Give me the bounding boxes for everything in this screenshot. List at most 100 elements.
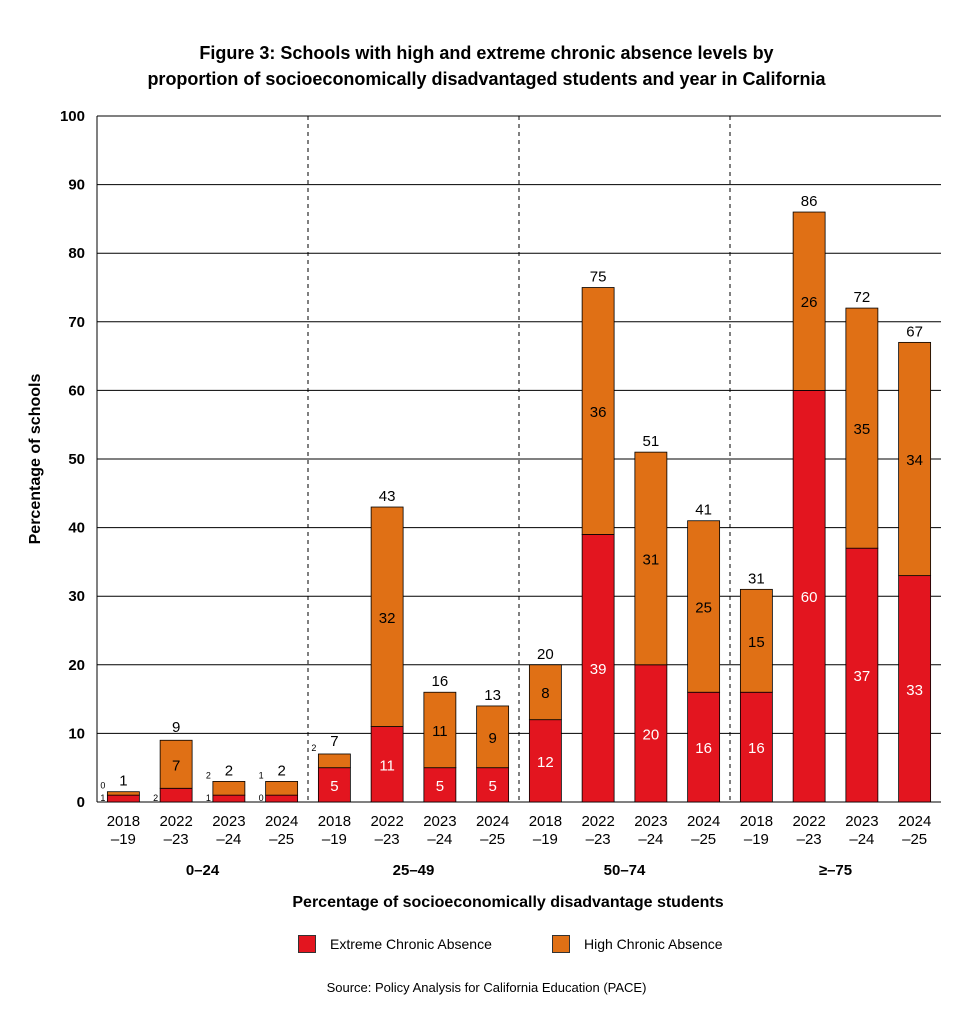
bar-extreme (423, 767, 457, 803)
group-label: ≥–75 (819, 862, 852, 879)
bar-total-label: 72 (854, 289, 871, 306)
bar-high (898, 341, 932, 577)
bar-label-high: 1 (259, 770, 264, 780)
bar-extreme (265, 794, 299, 803)
bar-high (687, 520, 721, 693)
bar-high (265, 781, 299, 796)
bar-extreme (898, 575, 932, 803)
bar-label-extreme: 12 (537, 754, 554, 771)
x-tick-label-year: 2024 (898, 813, 931, 830)
bar-total-label: 2 (277, 762, 285, 779)
bar-label-extreme: 16 (748, 740, 765, 757)
bar-total-label: 16 (432, 673, 449, 690)
x-tick-label-suffix: –25 (691, 831, 716, 848)
chart-title-line-2: proportion of socioeconomically disadvan… (147, 69, 826, 89)
x-tick-label-year: 2024 (265, 813, 298, 830)
x-tick-label-suffix: –24 (427, 831, 452, 848)
y-tick-label: 90 (68, 177, 85, 194)
x-tick-label-year: 2023 (423, 813, 456, 830)
x-tick-label-suffix: –24 (638, 831, 663, 848)
bar-label-extreme: 1 (100, 793, 105, 803)
bar-high (159, 739, 193, 789)
bar-high (581, 287, 615, 535)
bar-extreme (581, 534, 615, 803)
bar-label-high: 0 (100, 781, 105, 791)
legend-label-extreme: Extreme Chronic Absence (330, 936, 492, 952)
bar-total-label: 1 (119, 773, 127, 790)
x-tick-label-suffix: –19 (322, 831, 347, 848)
bar-label-extreme: 39 (590, 661, 607, 678)
bar-label-extreme: 5 (488, 778, 496, 795)
x-tick-label-suffix: –24 (849, 831, 874, 848)
y-tick-label: 80 (68, 245, 85, 262)
bar-high (106, 791, 140, 796)
bar-label-high: 2 (206, 770, 211, 780)
bar-label-high: 9 (488, 730, 496, 747)
bar-total-label: 31 (748, 570, 765, 587)
source-note: Source: Policy Analysis for California E… (326, 980, 647, 995)
group-label: 25–49 (393, 862, 435, 879)
bar-high (476, 705, 510, 769)
bar-extreme (528, 719, 562, 803)
bar-label-extreme: 33 (906, 682, 923, 699)
bar-total-label: 86 (801, 193, 818, 210)
bar-label-high: 25 (695, 599, 712, 616)
x-tick-label-year: 2018 (318, 813, 351, 830)
bar-high (212, 781, 246, 796)
bar-label-high: 15 (748, 634, 765, 651)
x-tick-label-suffix: –23 (586, 831, 611, 848)
bar-label-high: 35 (854, 421, 871, 438)
x-tick-label-suffix: –19 (533, 831, 558, 848)
y-tick-label: 30 (68, 588, 85, 605)
bar-total-label: 75 (590, 269, 607, 286)
bar-label-high: 31 (643, 551, 660, 568)
bar-label-extreme: 0 (259, 793, 264, 803)
bar-label-extreme: 5 (330, 778, 338, 795)
legend-swatch-high (552, 935, 570, 953)
x-tick-label-year: 2023 (845, 813, 878, 830)
bar-label-high: 34 (906, 452, 923, 469)
x-tick-label-year: 2022 (159, 813, 192, 830)
bar-total-label: 67 (906, 323, 923, 340)
x-tick-label-year: 2022 (370, 813, 403, 830)
bar-label-high: 7 (172, 757, 180, 774)
x-tick-label-suffix: –23 (164, 831, 189, 848)
bar-label-high: 11 (432, 723, 448, 740)
bar-extreme (687, 691, 721, 803)
x-axis-title: Percentage of socioeconomically disadvan… (292, 894, 724, 911)
bar-high (423, 691, 457, 769)
bar-extreme (476, 767, 510, 803)
bar-label-extreme: 60 (801, 589, 818, 606)
legend: Extreme Chronic Absence High Chronic Abs… (0, 933, 973, 955)
legend-item-high: High Chronic Absence (552, 933, 723, 955)
y-tick-label: 0 (77, 794, 85, 811)
bar-high (370, 506, 404, 727)
x-tick-label-suffix: –19 (744, 831, 769, 848)
x-tick-label-year: 2022 (581, 813, 614, 830)
y-axis-title: Percentage of schools (27, 374, 44, 545)
bar-label-extreme: 2 (153, 793, 158, 803)
bar-label-high: 26 (801, 294, 818, 311)
bar-label-extreme: 20 (643, 726, 660, 743)
bar-high (634, 451, 668, 666)
x-tick-label-year: 2024 (687, 813, 720, 830)
x-tick-label-suffix: –25 (902, 831, 927, 848)
chart-title-line-1: Figure 3: Schools with high and extreme … (199, 43, 774, 63)
x-tick-label-year: 2018 (529, 813, 562, 830)
y-tick-label: 10 (68, 725, 85, 742)
bar-high (792, 211, 826, 391)
bar-total-label: 9 (172, 719, 180, 736)
bar-extreme (159, 787, 193, 803)
legend-label-high: High Chronic Absence (584, 936, 723, 952)
x-tick-label-suffix: –23 (797, 831, 822, 848)
bar-label-extreme: 16 (695, 740, 712, 757)
bar-label-high: 36 (590, 404, 607, 421)
x-tick-label-suffix: –19 (111, 831, 136, 848)
x-tick-label-year: 2024 (476, 813, 509, 830)
bar-total-label: 7 (330, 733, 338, 750)
x-tick-label-year: 2023 (634, 813, 667, 830)
legend-item-extreme: Extreme Chronic Absence (298, 933, 492, 955)
y-tick-label: 20 (68, 657, 85, 674)
x-tick-label-year: 2018 (740, 813, 773, 830)
